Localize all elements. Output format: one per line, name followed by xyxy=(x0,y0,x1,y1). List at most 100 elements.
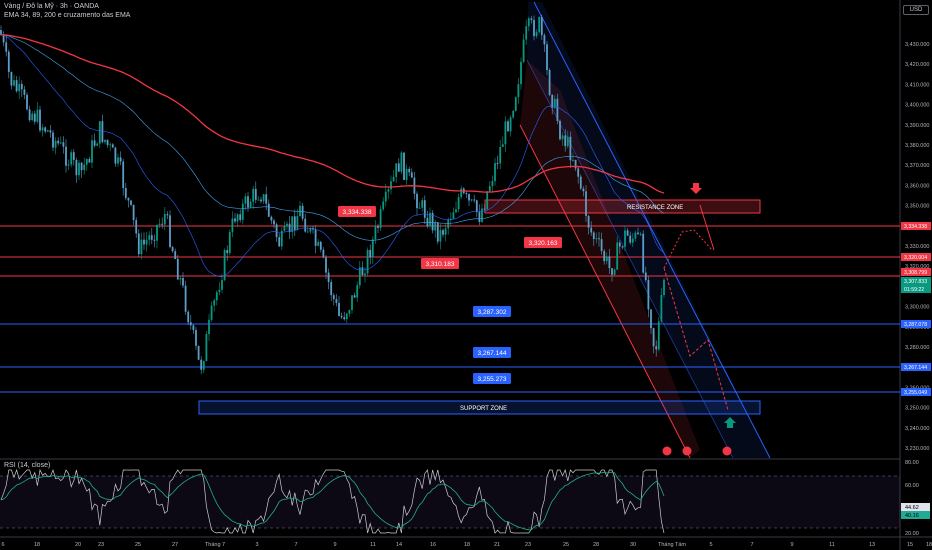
us-event-icon[interactable] xyxy=(722,446,732,456)
candle-body xyxy=(390,181,392,190)
candle-body xyxy=(132,204,135,221)
candle-body xyxy=(200,359,203,370)
candle-body xyxy=(140,239,143,255)
time-axis[interactable]: 6 18 20 23 25 27 Tháng 7 3 7 9 11 14 16 18 21 23 25 28 30 T… xyxy=(1,542,932,548)
candle-body xyxy=(447,219,450,229)
candle-body xyxy=(257,199,260,201)
axis-price-tag-label: 3,287.078 xyxy=(904,322,927,328)
price-tick-label: 3,390.000 xyxy=(905,123,929,129)
candle-body xyxy=(114,147,117,164)
candle-body xyxy=(67,164,70,166)
us-event-icon[interactable] xyxy=(682,446,692,456)
candle-body xyxy=(603,251,606,262)
candlestick-series[interactable] xyxy=(0,14,665,375)
candle-body xyxy=(39,109,41,131)
axis-price-tag-label: 3,307.833 xyxy=(904,279,927,285)
resistance-zone-box[interactable] xyxy=(484,199,761,214)
support-zone-box[interactable] xyxy=(198,400,761,415)
us-event-icon[interactable] xyxy=(662,446,672,456)
price-callout[interactable] xyxy=(524,237,562,248)
candle-body xyxy=(543,35,546,45)
candle-body xyxy=(72,152,75,161)
time-tick-label: 23 xyxy=(525,542,531,548)
rsi-tick-label: 60.00 xyxy=(905,483,919,489)
candle-body xyxy=(553,98,556,108)
candle-body xyxy=(83,164,86,171)
candle-body xyxy=(488,186,491,192)
candle-body xyxy=(600,239,603,252)
candle-body xyxy=(221,280,223,290)
candle-body xyxy=(223,250,226,281)
price-tick-label: 3,280.000 xyxy=(905,345,929,351)
candle-body xyxy=(187,311,190,323)
candle-body xyxy=(119,157,122,162)
candle-body xyxy=(369,249,372,258)
candle-body xyxy=(322,249,325,258)
candle-body xyxy=(491,181,494,187)
candle-body xyxy=(475,200,478,213)
candle-body xyxy=(410,172,413,178)
candle-body xyxy=(41,127,44,131)
time-tick-label: Tháng Tám xyxy=(658,542,686,548)
price-callout[interactable] xyxy=(421,258,459,269)
candle-body xyxy=(59,142,62,144)
time-tick-label: 7 xyxy=(294,542,297,548)
time-tick-label: 7 xyxy=(750,542,753,548)
candle-body xyxy=(283,226,286,231)
candle-body xyxy=(616,242,619,270)
candle-body xyxy=(507,121,509,132)
price-callout[interactable] xyxy=(473,347,511,358)
symbol-title[interactable]: Vàng / Đô la Mỹ · 3h · OANDA xyxy=(4,3,99,10)
candle-body xyxy=(468,194,470,201)
candle-body xyxy=(642,233,645,273)
candle-body xyxy=(439,230,442,242)
projection-path-down-1[interactable] xyxy=(699,204,715,251)
time-tick-label: 9 xyxy=(790,542,793,548)
price-callout[interactable] xyxy=(473,373,511,384)
price-tick-label: 3,370.000 xyxy=(905,163,929,169)
time-tick-label: 16 xyxy=(430,542,436,548)
projection-path-up[interactable] xyxy=(663,229,713,269)
rsi-line[interactable] xyxy=(0,468,665,534)
candle-body xyxy=(353,295,356,298)
price-tick-label: 3,300.000 xyxy=(905,305,929,311)
candle-body xyxy=(182,278,184,286)
price-callout[interactable] xyxy=(473,306,511,317)
price-tick-label: 3,400.000 xyxy=(905,103,929,109)
channel-lower-line[interactable] xyxy=(519,124,691,459)
candle-body xyxy=(522,39,525,62)
candle-body xyxy=(44,127,47,132)
price-tick-label: 3,240.000 xyxy=(905,426,929,432)
indicator-title[interactable]: EMA 34, 89, 200 e cruzamento das EMA xyxy=(4,12,131,19)
price-callout-label: 3,267.144 xyxy=(478,350,507,357)
candle-body xyxy=(499,146,502,164)
axis-price-tag xyxy=(901,363,931,371)
candle-body xyxy=(288,223,291,232)
candle-body xyxy=(408,168,411,173)
price-callout-label: 3,255.273 xyxy=(478,376,507,383)
rsi-pane[interactable]: 80.00 60.00 20.00 44.62 40.16 xyxy=(0,460,930,537)
axis-price-tag-label: 3,320.004 xyxy=(904,255,927,261)
candle-body xyxy=(153,239,156,241)
currency-label[interactable]: USD xyxy=(903,5,929,15)
channel-upper-line[interactable] xyxy=(533,1,771,459)
candle-body xyxy=(208,319,210,335)
projection-path-down-2[interactable] xyxy=(663,267,729,411)
candle-body xyxy=(267,203,270,217)
candle-body xyxy=(348,309,351,314)
price-callouts[interactable]: 3,334.338 3,320.163 3,310.183 3,287.302 3,26… xyxy=(338,206,562,384)
rsi-title[interactable]: RSI (14, close) xyxy=(4,462,51,469)
candle-body xyxy=(644,272,647,281)
time-tick-label: 18 xyxy=(926,542,932,548)
candle-body xyxy=(325,257,327,273)
candle-body xyxy=(195,330,197,346)
price-callout[interactable] xyxy=(338,206,376,217)
candle-body xyxy=(78,162,80,176)
rsi-value-label: 44.62 xyxy=(905,505,919,511)
main-pane[interactable] xyxy=(0,0,900,458)
candle-body xyxy=(423,200,426,218)
candle-body xyxy=(629,235,632,243)
candle-body xyxy=(98,121,101,144)
